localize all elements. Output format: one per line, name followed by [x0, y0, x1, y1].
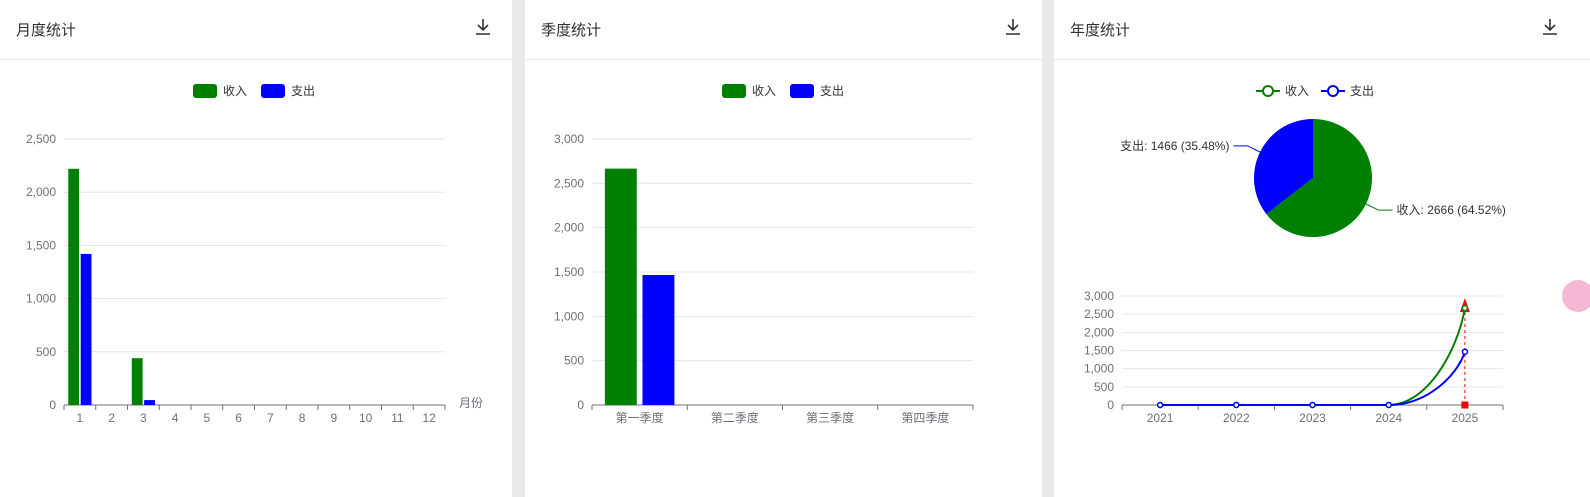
y-tick-label: 1,500: [1084, 344, 1114, 358]
legend-label: 收入: [1285, 84, 1309, 98]
y-tick-label: 1,000: [26, 292, 56, 306]
x-tick-label: 第一季度: [616, 410, 664, 425]
line-point: [1461, 348, 1469, 355]
yearly-panel: 年度统计 收入 支出收入: 2666 (64.52%) 支出: 1466 (35.4…: [1054, 0, 1590, 497]
line-point: [1309, 401, 1316, 409]
legend-label: 收入: [752, 84, 776, 98]
marker-base: [1461, 401, 1469, 409]
y-tick-label: 2,500: [1084, 307, 1114, 321]
x-tick-label: 2024: [1375, 411, 1402, 425]
bar: [131, 358, 143, 405]
line-point: [1233, 401, 1240, 409]
bar: [642, 275, 675, 405]
y-tick-label: 2,000: [1084, 325, 1114, 339]
x-tick-label: 2025: [1452, 411, 1479, 425]
monthly-panel: 月度统计 收入 支出 0 500 1,000 1,500 2,000 2,500 1 2 3 4 5 6 7…: [0, 0, 512, 497]
legend-label: 支出: [820, 84, 844, 98]
legend-swatch-1: [261, 84, 285, 98]
line-point: [1461, 304, 1469, 312]
y-tick-label: 1,500: [26, 238, 56, 252]
legend-swatch-1: [790, 84, 814, 98]
x-tick-label: 2021: [1147, 411, 1174, 425]
y-tick-label: 0: [49, 398, 56, 412]
x-tick-label: 第二季度: [711, 410, 759, 425]
pie-label-1: 支出: 1466 (35.48%): [1120, 139, 1229, 153]
x-tick-label: 10: [359, 411, 373, 425]
y-tick-label: 500: [1094, 380, 1114, 394]
y-tick-label: 3,000: [554, 132, 584, 146]
legend-symbol-0: [1262, 85, 1274, 97]
y-tick-label: 0: [1107, 398, 1114, 412]
y-tick-label: 1,000: [1084, 362, 1114, 376]
x-tick-label: 2022: [1223, 411, 1250, 425]
line-series-0: [1160, 307, 1466, 406]
legend-swatch-0: [722, 84, 746, 98]
x-tick-label: 2023: [1299, 411, 1326, 425]
bar: [144, 400, 155, 405]
x-tick-label: 9: [331, 411, 338, 425]
quarterly-chart: 收入 支出 0 500 1,000 1,500 2,000 2,500 3,000 第一季度 第二季…: [554, 84, 974, 425]
line-point: [1156, 401, 1164, 409]
y-tick-label: 3,000: [1084, 289, 1114, 303]
download-icon[interactable]: [474, 17, 492, 37]
x-tick-label: 11: [391, 411, 404, 425]
monthly-panel-header: 月度统计: [0, 0, 512, 60]
legend-symbol-1: [1327, 85, 1339, 97]
line-series-1: [1160, 351, 1466, 406]
download-icon[interactable]: [1541, 17, 1559, 37]
quarterly-panel: 季度统计 收入 支出 0 500 1,000 1,500 2,000 2,500 3,000 第一…: [525, 0, 1042, 497]
bar: [80, 253, 92, 405]
x-tick-label: 6: [235, 411, 242, 425]
monthly-panel-title: 月度统计: [16, 22, 77, 39]
pie-label-0: 收入: 2666 (64.52%): [1397, 203, 1506, 217]
x-tick-label: 1: [77, 411, 84, 425]
yearly-panel-title: 年度统计: [1070, 22, 1131, 39]
x-tick-label: 第四季度: [901, 410, 949, 425]
y-tick-label: 500: [36, 345, 56, 359]
bar: [604, 168, 637, 405]
download-icon[interactable]: [1004, 17, 1022, 37]
x-axis-name: 月份: [459, 396, 483, 410]
y-tick-label: 2,500: [554, 176, 584, 190]
x-tick-label: 5: [204, 411, 211, 425]
x-tick-label: 第三季度: [806, 410, 854, 425]
legend-label: 支出: [291, 84, 315, 98]
pie-slice-1: [1254, 119, 1313, 215]
x-tick-label: 3: [140, 411, 147, 425]
y-tick-label: 500: [564, 354, 584, 368]
yearly-panel-header: 年度统计: [1054, 0, 1590, 60]
y-tick-label: 2,000: [554, 221, 584, 235]
x-tick-label: 4: [172, 411, 179, 425]
x-tick-label: 2: [108, 411, 115, 425]
pie-label-line-1: [1233, 145, 1261, 153]
legend-swatch-0: [193, 84, 217, 98]
pie-slice-0: [1266, 119, 1372, 237]
legend-label: 支出: [1350, 84, 1374, 98]
x-tick-label: 12: [422, 411, 436, 425]
quarterly-panel-header: 季度统计: [525, 0, 1042, 60]
y-tick-label: 2,500: [26, 132, 56, 146]
line-point: [1385, 401, 1392, 409]
y-tick-label: 1,000: [554, 309, 584, 323]
bar: [68, 168, 80, 405]
legend-label: 收入: [223, 84, 247, 98]
quarterly-panel-title: 季度统计: [541, 22, 602, 39]
x-tick-label: 8: [299, 411, 306, 425]
y-tick-label: 1,500: [554, 265, 584, 279]
y-tick-label: 0: [577, 398, 584, 412]
y-tick-label: 2,000: [26, 185, 56, 199]
x-tick-label: 7: [267, 411, 274, 425]
pie-label-line-0: [1365, 203, 1393, 211]
floating-assistant-button[interactable]: [1562, 280, 1590, 312]
